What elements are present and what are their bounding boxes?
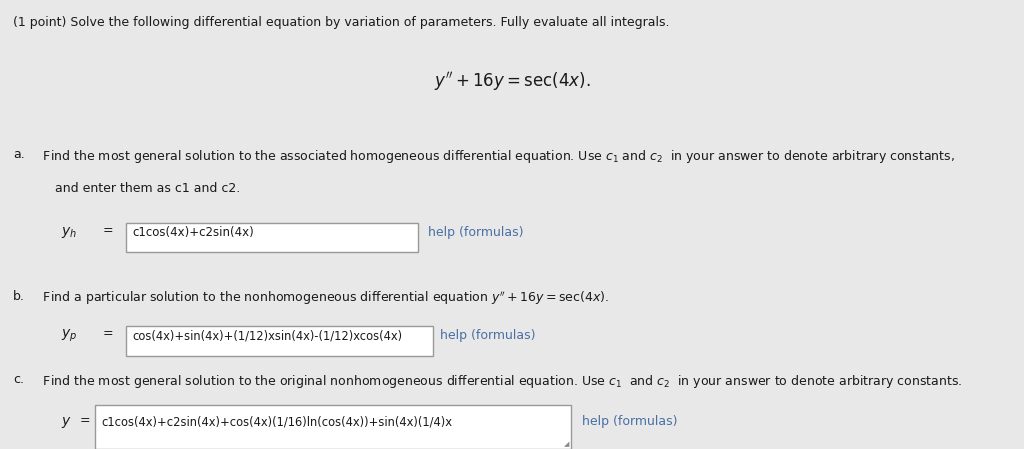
Text: c.: c.	[13, 373, 25, 386]
Text: c1cos(4x)+c2sin(4x)+cos(4x)(1/16)ln(cos(4x))+sin(4x)(1/4)x: c1cos(4x)+c2sin(4x)+cos(4x)(1/16)ln(cos(…	[101, 415, 453, 428]
Text: =: =	[102, 327, 113, 340]
Text: cos(4x)+sin(4x)+(1/12)xsin(4x)-(1/12)xcos(4x): cos(4x)+sin(4x)+(1/12)xsin(4x)-(1/12)xco…	[132, 329, 402, 342]
Text: $y_p$: $y_p$	[61, 328, 78, 344]
Text: help (formulas): help (formulas)	[428, 226, 523, 239]
Text: help (formulas): help (formulas)	[440, 329, 536, 342]
Text: =: =	[102, 224, 113, 237]
Text: (1 point) Solve the following differential equation by variation of parameters. : (1 point) Solve the following differenti…	[13, 16, 670, 29]
Text: =: =	[80, 414, 90, 427]
Text: b.: b.	[13, 290, 26, 303]
Text: help (formulas): help (formulas)	[582, 415, 677, 428]
Text: $y'' + 16y = \mathrm{sec}(4x).$: $y'' + 16y = \mathrm{sec}(4x).$	[433, 70, 591, 92]
Text: ◢: ◢	[564, 441, 569, 447]
Text: $y_h$: $y_h$	[61, 224, 78, 239]
Text: a.: a.	[13, 148, 25, 161]
Text: Find a particular solution to the nonhomogeneous differential equation $y'' + 16: Find a particular solution to the nonhom…	[39, 290, 609, 307]
FancyBboxPatch shape	[126, 223, 418, 252]
Text: $y$: $y$	[61, 415, 72, 430]
Text: Find the most general solution to the associated homogeneous differential equati: Find the most general solution to the as…	[39, 148, 955, 165]
FancyBboxPatch shape	[95, 405, 571, 449]
Text: and enter them as c1 and c2.: and enter them as c1 and c2.	[39, 182, 241, 195]
Text: Find the most general solution to the original nonhomogeneous differential equat: Find the most general solution to the or…	[39, 373, 963, 390]
FancyBboxPatch shape	[126, 326, 433, 356]
Text: c1cos(4x)+c2sin(4x): c1cos(4x)+c2sin(4x)	[132, 226, 254, 239]
